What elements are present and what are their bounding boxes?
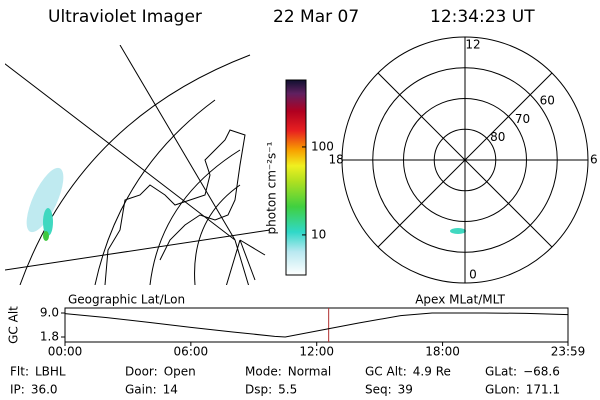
status-label: GLat: (485, 365, 517, 379)
x-tick-label: 00:00 (48, 345, 83, 359)
date: 22 Mar 07 (273, 7, 359, 27)
colorbar-label: photon cm⁻²s⁻¹ (265, 141, 279, 234)
lat-arc (194, 184, 241, 285)
status-label: Dsp: (245, 383, 272, 397)
status-value: 36.0 (31, 383, 58, 397)
meridian (5, 229, 270, 271)
status-label: Seq: (365, 383, 392, 397)
colorbar-tick-label: 10 (311, 227, 326, 241)
timeline-ylabel: GC Alt (7, 306, 21, 344)
aurora (43, 231, 49, 241)
status-label: GC Alt: (365, 365, 407, 379)
mlt-label: 0 (469, 268, 477, 282)
x-tick-label: 18:00 (425, 345, 460, 359)
colorbar (285, 79, 307, 276)
meridian (119, 45, 236, 241)
y-tick-label: 9.0 (40, 306, 59, 320)
status-value: Open (164, 365, 196, 379)
lat-ring-label: 80 (490, 130, 505, 144)
colorbar-tick-label: 100 (311, 139, 334, 153)
status-label: GLon: (485, 383, 520, 397)
status-value: Normal (288, 365, 331, 379)
mlt-label: 12 (465, 38, 480, 52)
timeline-left-label: Geographic Lat/Lon (68, 293, 185, 307)
time: 12:34:23 UT (430, 7, 535, 27)
status-value: 5.5 (278, 383, 297, 397)
x-tick-label: 23:59 (551, 345, 586, 359)
lat-ring (403, 98, 527, 222)
timeline-right-label: Apex MLat/MLT (415, 293, 505, 307)
aurora (26, 167, 64, 233)
geo-map (5, 45, 270, 285)
lat-ring-label: 60 (540, 94, 555, 108)
lat-ring (372, 67, 558, 253)
status-label: Gain: (125, 383, 157, 397)
lat-ring-label: 70 (515, 112, 530, 126)
mlt-label: 18 (329, 153, 344, 167)
lat-arc (19, 54, 251, 285)
altitude-line (64, 312, 569, 338)
lat-ring (433, 128, 497, 192)
status-value: 39 (398, 383, 413, 397)
meridian (5, 63, 250, 285)
aurora (43, 208, 53, 236)
x-tick-label: 06:00 (174, 345, 209, 359)
mlt-label: 6 (590, 153, 598, 167)
y-tick-label: 1.8 (40, 330, 59, 344)
coastline (104, 129, 246, 285)
aurora (450, 228, 466, 234)
status-label: Door: (125, 365, 158, 379)
status-value: −68.6 (523, 365, 560, 379)
title: Ultraviolet Imager (48, 7, 202, 27)
status-label: Flt: (10, 365, 29, 379)
status-value: 171.1 (526, 383, 560, 397)
status-value: 4.9 Re (413, 365, 451, 379)
status-label: Mode: (245, 365, 282, 379)
status-value: LBHL (35, 365, 66, 379)
lat-arc (94, 99, 216, 285)
meridian (225, 239, 266, 285)
status-label: IP: (10, 383, 25, 397)
status-value: 14 (163, 383, 178, 397)
lat-arc (149, 149, 241, 285)
x-tick-label: 12:00 (299, 345, 334, 359)
